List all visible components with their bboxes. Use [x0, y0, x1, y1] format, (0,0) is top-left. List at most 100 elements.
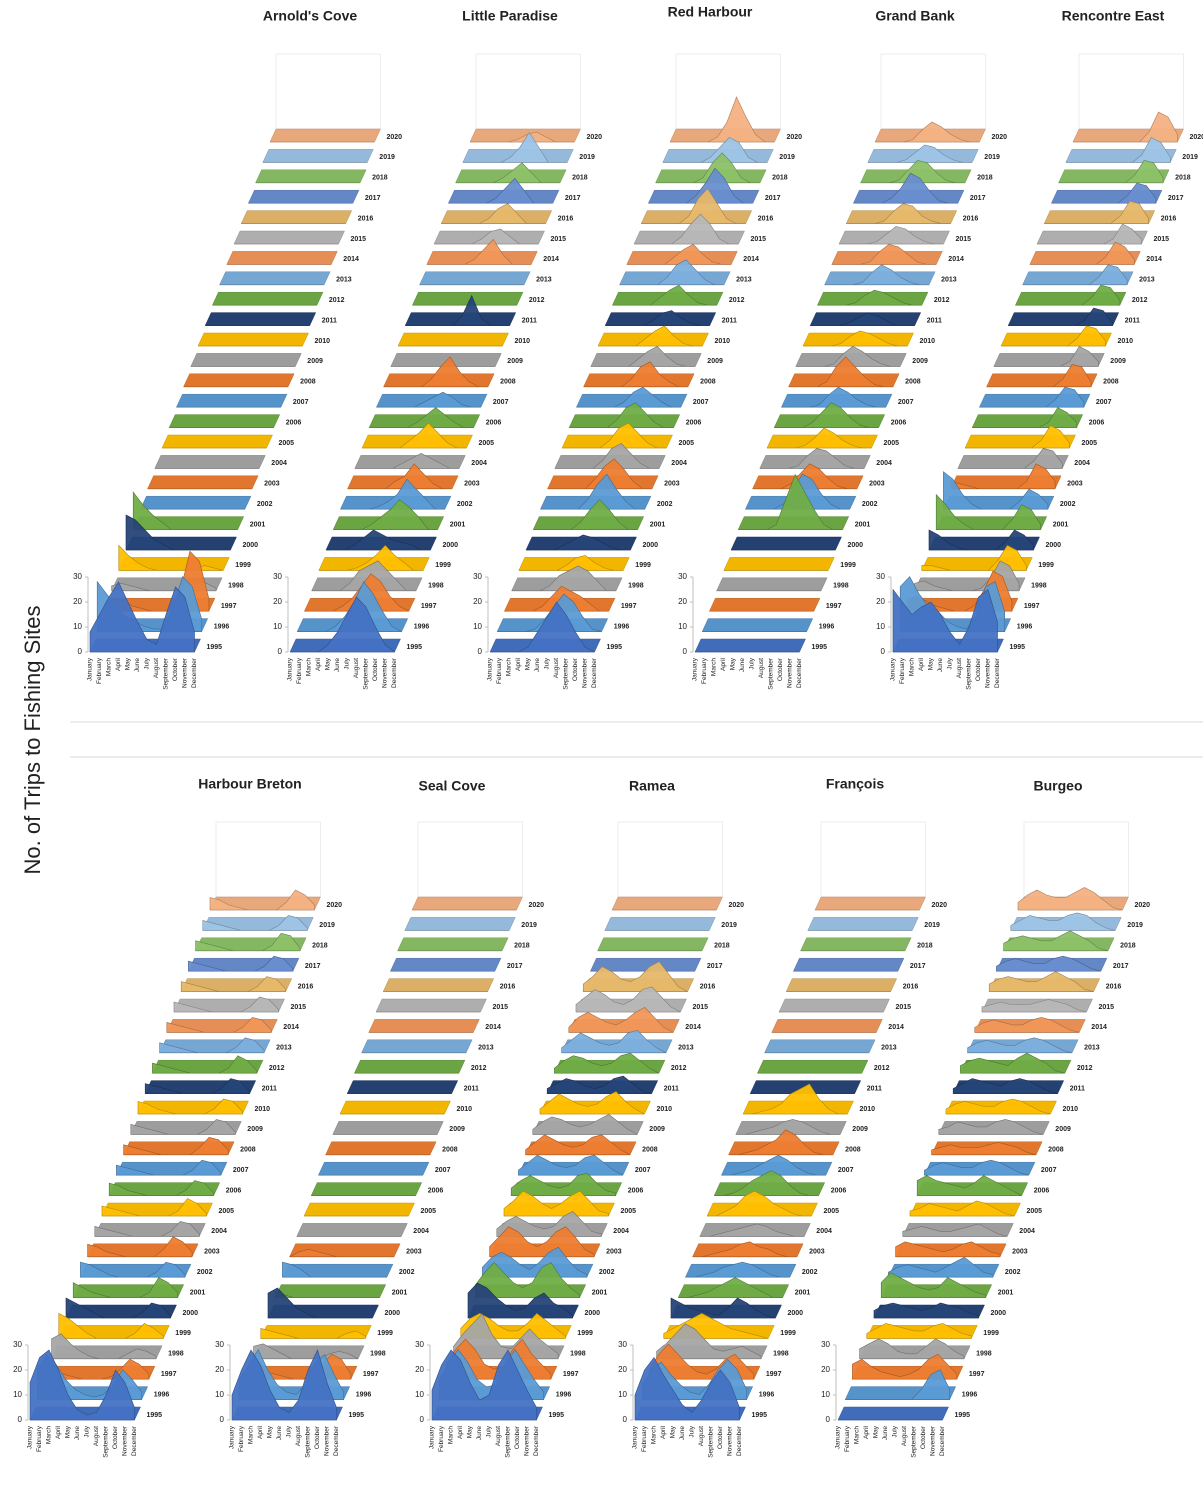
series-area — [859, 1338, 965, 1360]
y-tick-label: 10 — [618, 1390, 627, 1399]
series-area — [795, 346, 901, 367]
series-area — [453, 1313, 559, 1360]
x-tick-label: August — [93, 1426, 100, 1446]
series-label: 1998 — [228, 583, 244, 590]
series-label: 2004 — [413, 1228, 429, 1235]
series-floor — [793, 957, 905, 972]
y-tick-label: 0 — [420, 1415, 425, 1424]
series-floor — [161, 434, 273, 449]
series-label: 2002 — [862, 501, 878, 508]
series-area — [125, 514, 231, 551]
series-label: 2004 — [613, 1228, 629, 1235]
series-area — [470, 131, 575, 143]
x-tick-label: January — [632, 1425, 639, 1449]
series-area — [714, 1170, 819, 1196]
series-area — [662, 137, 768, 163]
y-tick-label: 20 — [273, 597, 282, 606]
series-area — [267, 1287, 373, 1319]
y-tick-label: 20 — [618, 1365, 627, 1374]
series-floor — [233, 230, 345, 245]
series-label: 2005 — [884, 440, 900, 447]
series-label: 2016 — [500, 983, 516, 990]
series-floor — [597, 937, 709, 952]
panel: Seal Cove 0 10 20 30 2020 2019 2018 2017 2016 2015… — [215, 778, 544, 1458]
series-label: 2020 — [729, 902, 745, 909]
series-label: 2011 — [722, 317, 737, 324]
series-label: 2010 — [920, 338, 936, 345]
series-area — [311, 560, 417, 592]
series-label: 2002 — [457, 501, 473, 508]
series-floor — [140, 495, 252, 510]
x-tick-label: December — [796, 657, 803, 688]
x-tick-label: January — [229, 1425, 236, 1449]
series-area — [1003, 930, 1109, 952]
series-area — [474, 1262, 580, 1298]
series-label: 2000 — [385, 1310, 401, 1317]
x-tick-label: February — [238, 1425, 245, 1452]
series-floor — [240, 210, 353, 224]
series-label: 1997 — [969, 1371, 985, 1378]
series-label: 1996 — [819, 623, 835, 630]
series-label: 2009 — [507, 358, 523, 365]
series-area — [51, 1333, 157, 1360]
series-label: 2005 — [421, 1208, 437, 1215]
series-label: 1995 — [607, 644, 623, 651]
series-floor — [226, 251, 338, 265]
x-tick-label: August — [495, 1426, 502, 1446]
series-label: 2016 — [700, 983, 716, 990]
back-wall — [417, 821, 523, 898]
back-wall — [675, 53, 781, 130]
series-label: 1997 — [221, 603, 237, 610]
series-area — [986, 363, 1092, 388]
x-tick-label: July — [84, 1425, 91, 1437]
series-area — [1022, 264, 1128, 286]
series-area — [180, 976, 286, 992]
series-area — [29, 1349, 135, 1421]
series-label: 2019 — [984, 154, 1000, 161]
x-tick-label: January — [835, 1425, 842, 1449]
x-tick-label: October — [112, 1425, 119, 1449]
series-area — [634, 1356, 740, 1421]
series-label: 2020 — [327, 902, 343, 909]
series-label: 2008 — [240, 1147, 256, 1154]
series-label: 2003 — [606, 1249, 622, 1256]
series-area — [1058, 159, 1164, 184]
series-area — [974, 1017, 1080, 1033]
x-tick-label: May — [670, 1425, 677, 1438]
series-area — [583, 361, 689, 388]
x-tick-label: April — [55, 1425, 62, 1439]
series-area — [326, 529, 431, 551]
x-tick-label: January — [287, 657, 294, 681]
series-floor — [147, 475, 259, 490]
series-area — [845, 1369, 950, 1400]
series-area — [831, 244, 937, 265]
series-area — [540, 473, 645, 510]
series-area — [496, 1211, 602, 1237]
series-area — [873, 1302, 979, 1319]
series-area — [202, 915, 308, 931]
y-tick-label: 0 — [18, 1415, 23, 1424]
series-label: 2014 — [1091, 1024, 1107, 1031]
series-label: 2012 — [874, 1065, 890, 1072]
series-label: 2002 — [1005, 1269, 1021, 1276]
series-floor — [204, 312, 317, 326]
series-label: 2003 — [264, 481, 280, 488]
series-label: 2002 — [802, 1269, 818, 1276]
series-label: 2005 — [679, 440, 695, 447]
series-area — [866, 1323, 972, 1339]
series-area — [376, 391, 481, 408]
series-label: 2017 — [365, 195, 381, 202]
series-label: 2019 — [721, 922, 737, 929]
series-area — [448, 177, 553, 204]
series-label: 2015 — [751, 236, 767, 243]
series-label: 2009 — [449, 1126, 465, 1133]
x-tick-label: November — [122, 1425, 129, 1456]
series-label: 1997 — [621, 603, 637, 610]
series-label: 2002 — [657, 501, 673, 508]
series-label: 2012 — [934, 297, 950, 304]
series-label: 2003 — [809, 1249, 825, 1256]
x-tick-label: April — [257, 1425, 264, 1439]
x-tick-label: March — [448, 1426, 455, 1444]
series-label: 2009 — [707, 358, 723, 365]
series-label: 2001 — [998, 1289, 1014, 1296]
